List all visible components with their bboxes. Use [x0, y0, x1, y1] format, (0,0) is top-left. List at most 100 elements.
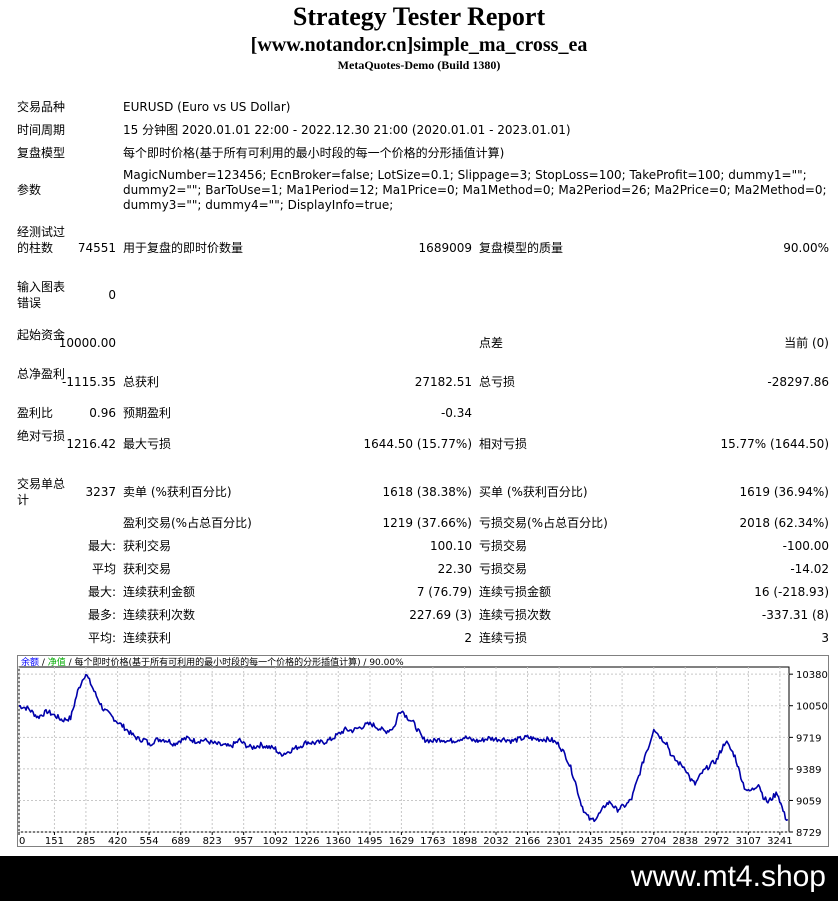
balance-line	[19, 673, 789, 823]
max-consecutive-losses-value: 16 (-218.93)	[754, 585, 829, 599]
legend-entry: /	[39, 658, 48, 668]
loss-trades-label: 亏损交易(%占总百分比)	[479, 516, 608, 530]
largest-loss-label: 亏损交易	[479, 539, 528, 553]
net-profit-value: -1115.35	[62, 375, 116, 389]
chart-legend: 余额 / 净值 / 每个即时价格(基于所有可利用的最小时段的每一个价格的分形插值…	[21, 656, 404, 668]
x-tick-label: 2166	[515, 836, 540, 847]
maximal-label: 最多:	[87, 608, 116, 622]
max-consecutive-label: 最大:	[87, 585, 116, 599]
x-tick-label: 151	[45, 836, 64, 847]
short-trades-label: 卖单 (%获利百分比)	[123, 485, 232, 499]
y-tick-label: 10380	[796, 670, 828, 681]
average-consecutive-losses-value: 3	[821, 631, 829, 645]
x-tick-label: 3107	[736, 836, 761, 847]
bars-value: 74551	[77, 241, 116, 255]
gross-loss-label: 总亏损	[479, 375, 516, 389]
x-tick-label: 2032	[483, 836, 508, 847]
x-tick-label: 2569	[609, 836, 634, 847]
x-tick-label: 2301	[546, 836, 571, 847]
x-tick-label: 1360	[326, 836, 351, 847]
x-tick-label: 1763	[420, 836, 445, 847]
errors-label: 输入图表错误	[17, 280, 66, 310]
relative-drawdown-value: 15.77% (1644.50)	[720, 437, 829, 451]
max-consecutive-wins-value: 7 (76.79)	[416, 585, 472, 599]
y-tick-label: 9059	[796, 796, 821, 807]
params-label: 参数	[17, 183, 42, 197]
average-loss-value: -14.02	[790, 562, 829, 576]
watermark-text: www.mt4.shop	[630, 860, 826, 893]
largest-loss-value: -100.00	[782, 539, 829, 553]
period-label: 时间周期	[17, 123, 66, 137]
plot-area	[18, 666, 790, 833]
average-label: 平均	[91, 562, 116, 576]
profit-trades-value: 1219 (37.66%)	[382, 516, 472, 530]
average-profit-value: 22.30	[437, 562, 472, 576]
x-tick-label: 1898	[452, 836, 477, 847]
average-consecutive-label: 平均:	[87, 631, 116, 645]
deposit-label: 起始资金	[17, 328, 66, 342]
x-tick-label: 1226	[294, 836, 319, 847]
period-value: 15 分钟图 2020.01.01 22:00 - 2022.12.30 21:…	[123, 123, 571, 137]
x-tick-label: 957	[234, 836, 253, 847]
largest-label: 最大:	[87, 539, 116, 553]
bars-label: 经测试过的柱数	[17, 225, 66, 255]
x-tick-label: 3241	[767, 836, 792, 847]
largest-profit-label: 获利交易	[123, 539, 172, 553]
profit-trades-label: 盈利交易(%占总百分比)	[123, 516, 252, 530]
maximal-profit-value: 227.69 (3)	[409, 608, 472, 622]
y-tick-label: 10050	[796, 702, 828, 713]
legend-entry: 净值	[48, 656, 66, 668]
profit-factor-label: 盈利比	[17, 406, 54, 420]
average-loss-label: 亏损交易	[479, 562, 528, 576]
gross-loss-value: -28297.86	[767, 375, 829, 389]
maximal-loss-value: -337.31 (8)	[761, 608, 829, 622]
net-profit-label: 总净盈利	[17, 367, 66, 381]
x-tick-label: 689	[171, 836, 190, 847]
x-tick-label: 823	[203, 836, 222, 847]
x-tick-label: 420	[108, 836, 127, 847]
spread-label: 点差	[479, 336, 504, 350]
x-tick-label: 2704	[641, 836, 666, 847]
symbol-label: 交易品种	[17, 100, 66, 114]
relative-drawdown-label: 相对亏损	[479, 437, 528, 451]
errors-value: 0	[108, 288, 116, 302]
model-label: 复盘模型	[17, 146, 66, 160]
legend-entry: / 每个即时价格(基于所有可利用的最小时段的每一个价格的分形插值计算) / 90…	[66, 656, 404, 668]
model-value: 每个即时价格(基于所有可利用的最小时段的每一个价格的分形插值计算)	[123, 146, 505, 160]
ticks-value: 1689009	[418, 241, 472, 255]
x-tick-label: 1629	[389, 836, 414, 847]
deposit-value: 10000.00	[58, 336, 116, 350]
spread-value: 当前 (0)	[784, 336, 829, 350]
y-tick-label: 9389	[796, 765, 821, 776]
symbol-value: EURUSD (Euro vs US Dollar)	[123, 100, 291, 114]
x-tick-label: 2838	[673, 836, 698, 847]
legend-entry: 余额	[21, 656, 39, 668]
average-consecutive-wins-value: 2	[464, 631, 472, 645]
quality-label: 复盘模型的质量	[479, 241, 564, 255]
largest-profit-value: 100.10	[430, 539, 472, 553]
y-tick-label: 9719	[796, 733, 821, 744]
max-consecutive-losses-label: 连续亏损金额	[479, 585, 552, 599]
maximal-loss-label: 连续亏损次数	[479, 608, 552, 622]
gross-profit-value: 27182.51	[414, 375, 472, 389]
balance-chart: 10380 10050 9719 9389 9059 8729 0 151 285 420 554 6…	[17, 655, 829, 847]
x-tick-label: 1092	[263, 836, 288, 847]
params-value: MagicNumber=123456; EcnBroker=false; Lot…	[123, 168, 827, 212]
x-tick-label: 0	[19, 836, 25, 847]
absolute-drawdown-label: 绝对亏损	[17, 429, 66, 443]
quality-value: 90.00%	[783, 241, 829, 255]
gross-profit-label: 总获利	[123, 375, 160, 389]
total-trades-value: 3237	[85, 485, 116, 499]
expected-payoff-label: 预期盈利	[123, 406, 172, 420]
x-tick-label: 1495	[357, 836, 382, 847]
profit-factor-value: 0.96	[89, 406, 116, 420]
maximal-profit-label: 连续获利次数	[123, 608, 196, 622]
expected-payoff-value: -0.34	[440, 406, 472, 420]
average-consecutive-wins-label: 连续获利	[123, 631, 172, 645]
absolute-drawdown-value: 1216.42	[66, 437, 116, 451]
x-tick-label: 2435	[578, 836, 603, 847]
max-drawdown-label: 最大亏损	[123, 437, 172, 451]
ticks-label: 用于复盘的即时价数量	[123, 241, 244, 255]
long-trades-label: 买单 (%获利百分比)	[479, 485, 588, 499]
total-trades-label: 交易单总计	[17, 477, 66, 507]
